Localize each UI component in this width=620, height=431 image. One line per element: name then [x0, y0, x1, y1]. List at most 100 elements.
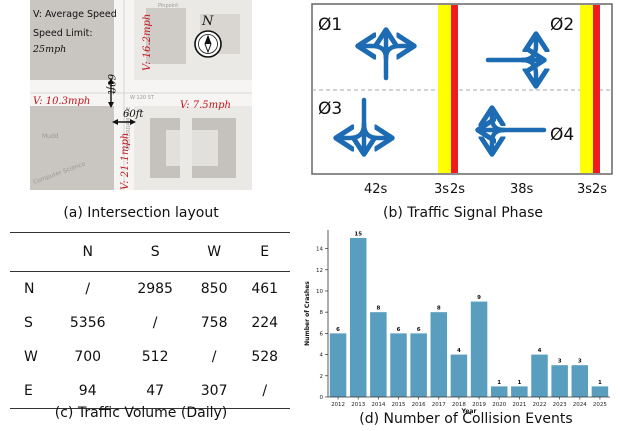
caption-c: (c) Traffic Volume (Daily): [54, 405, 228, 421]
table-cell: 5356: [69, 315, 106, 331]
table-row: S 5356 / 758 224: [10, 306, 290, 340]
column-header: N: [54, 232, 122, 272]
table-corner-cell: [10, 232, 54, 272]
caption-d: (d) Number of Collision Events: [359, 411, 573, 427]
traffic-volume-table: N S W E N / 2985 850 461 S 5356 / 758 22…: [10, 232, 290, 409]
bar: [591, 386, 609, 397]
phase-label-4: Ø4: [550, 125, 574, 145]
x-tick-label: 2023: [553, 402, 567, 408]
x-tick-label: 2024: [573, 402, 587, 408]
intersection-map-svg: W 120 ST Mudd Computer Science AMSTERDAM…: [30, 0, 252, 190]
bar-value-label: 6: [397, 327, 401, 333]
table-cell: 2985: [137, 281, 173, 297]
bar-value-label: 4: [457, 348, 461, 354]
bar-value-label: 6: [417, 327, 421, 333]
yellow-clearance-1: [438, 5, 451, 173]
intersection-map: W 120 ST Mudd Computer Science AMSTERDAM…: [30, 0, 252, 190]
speed-east: V: 7.5mph: [180, 100, 231, 111]
street-label: W 120 ST: [130, 95, 155, 101]
bar: [370, 312, 387, 397]
timing-green-1: 42s: [364, 182, 388, 197]
x-tick-label: 2021: [512, 402, 526, 408]
y-tick-label: 14: [316, 247, 323, 253]
bar-value-label: 4: [538, 348, 542, 354]
dimension-vertical: 60ft: [105, 74, 116, 108]
x-tick-label: 2014: [371, 402, 385, 408]
bar-value-label: 15: [354, 231, 362, 237]
table-cell: /: [211, 349, 217, 365]
table-header-row: N S W E: [10, 232, 290, 272]
bar: [571, 365, 589, 397]
y-tick-label: 2: [320, 374, 324, 380]
x-tick-label: 2012: [331, 402, 345, 408]
bar: [551, 365, 568, 397]
phase-2-arrows-icon: [485, 36, 542, 84]
bar-value-label: 1: [517, 380, 521, 386]
x-tick-label: 2018: [452, 402, 466, 408]
bar: [390, 333, 407, 397]
avenue-label: AMSTERDAM AVE: [126, 107, 132, 150]
signal-phase-svg: Ø1 Ø2 Ø3 Ø4 42s 3s 2s: [311, 3, 613, 197]
speed-south: V: 21.1mph: [120, 133, 131, 190]
bar-value-label: 8: [437, 306, 441, 312]
bar-value-label: 3: [558, 359, 562, 365]
bar-value-label: 1: [598, 380, 602, 386]
x-tick-label: 2016: [412, 402, 426, 408]
collision-chart: 6 15 8 6 6 8 4 9 1 1 4 3 3 1 0 2 4 6 8 10 12 14 2012 2013 2014 2…: [300, 222, 616, 415]
corner-label: Pinpoint: [158, 3, 178, 9]
dimension-vertical-label: 60ft: [105, 74, 116, 95]
x-tick-label: 2015: [392, 402, 406, 408]
bar-value-label: 3: [578, 359, 582, 365]
x-tick-label: 2020: [492, 402, 506, 408]
y-tick-label: 4: [320, 353, 324, 359]
bar: [349, 237, 367, 397]
table-cell: 850: [200, 281, 228, 297]
table-row: E 94 47 307 /: [10, 374, 290, 409]
compass-north-label: N: [201, 14, 214, 29]
caption-a: (a) Intersection layout: [63, 205, 219, 221]
x-tick-label: 2017: [432, 402, 446, 408]
phase-4-arrows-icon: [480, 110, 547, 152]
dimension-horizontal: 60ft: [112, 109, 144, 125]
dimension-horizontal-label: 60ft: [123, 109, 144, 120]
table-cell: 700: [74, 349, 102, 365]
table-row: W 700 512 / 528: [10, 340, 290, 374]
phase-1-arrows-icon: [360, 32, 412, 81]
table-cell: /: [85, 281, 91, 297]
table-cell: 461: [251, 281, 279, 297]
timing-red-2: 2s: [592, 182, 607, 197]
y-tick-label: 10: [316, 289, 323, 295]
y-tick-label: 12: [316, 268, 323, 274]
speed-north: V: 16.2mph: [142, 14, 153, 71]
table-row: N / 2985 850 461: [10, 272, 290, 307]
y-tick-label: 8: [320, 310, 324, 316]
speed-west: V: 10.3mph: [33, 96, 90, 107]
column-header: S: [121, 232, 189, 272]
table-cell: 94: [54, 374, 122, 409]
timing-yellow-2: 3s: [577, 182, 592, 197]
bar: [430, 312, 448, 397]
phase-label-3: Ø3: [318, 99, 342, 119]
row-header: S: [24, 315, 33, 331]
bar: [531, 354, 548, 397]
signal-phase-diagram: Ø1 Ø2 Ø3 Ø4 42s 3s 2s: [304, 0, 616, 200]
phase-label-2: Ø2: [550, 15, 574, 35]
y-tick-label: 6: [320, 331, 324, 337]
compass-icon: N: [194, 14, 222, 58]
caption-b: (b) Traffic Signal Phase: [382, 205, 544, 221]
table-cell: /: [239, 374, 290, 409]
timing-yellow-1: 3s: [434, 182, 449, 197]
table-cell: /: [152, 315, 158, 331]
bar: [511, 386, 528, 397]
bar-value-label: 6: [336, 327, 340, 333]
bar-value-label: 9: [477, 295, 481, 301]
red-clearance-2: [593, 5, 600, 173]
y-tick-label: 0: [320, 395, 324, 401]
timing-green-2: 38s: [510, 182, 534, 197]
phase-label-1: Ø1: [318, 15, 342, 35]
x-axis-title: Year: [461, 408, 477, 414]
bar-value-label: 1: [497, 380, 501, 386]
speed-legend: V: Average Speed: [33, 9, 117, 20]
phase-3-arrows-icon: [338, 97, 390, 152]
